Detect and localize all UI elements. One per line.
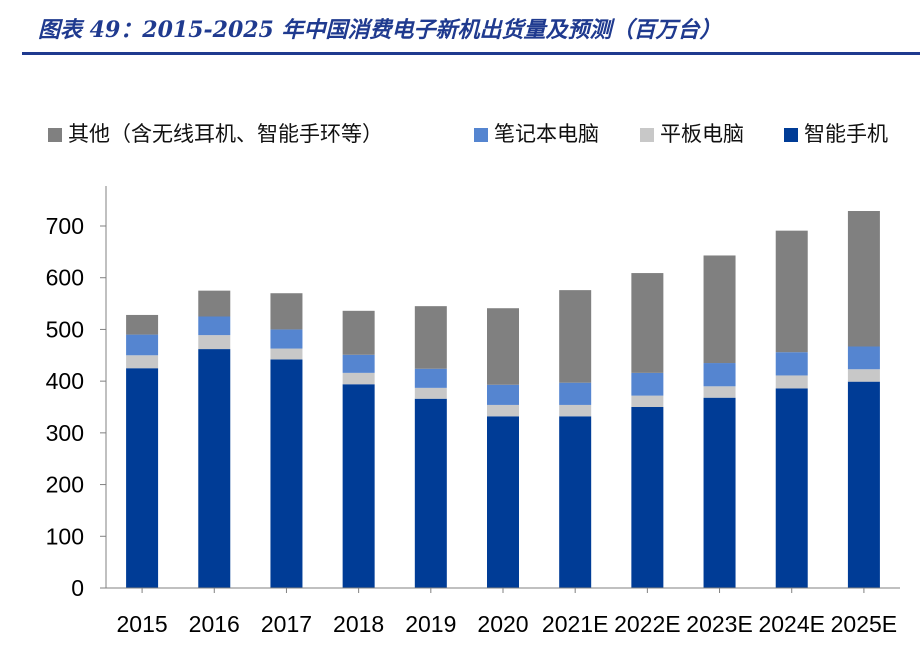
x-tick-label: 2022E xyxy=(614,611,681,637)
x-tick-label: 2017 xyxy=(261,611,312,637)
bar-segment xyxy=(414,398,447,588)
bar-segment xyxy=(198,290,231,317)
x-tick-label: 2015 xyxy=(117,611,168,637)
bar-segment xyxy=(559,404,592,417)
bar-segment xyxy=(414,306,447,369)
bar-segment xyxy=(198,316,231,336)
bar-segment xyxy=(198,349,231,588)
bar-segment xyxy=(631,273,664,373)
legend-swatch xyxy=(640,128,654,142)
bar-segment xyxy=(559,382,592,405)
bar-segment xyxy=(270,359,303,588)
bar-segment xyxy=(270,348,303,360)
bar-segment xyxy=(775,388,808,588)
bar-segment xyxy=(126,334,159,356)
bar-segment xyxy=(847,381,880,588)
x-tick-label: 2023E xyxy=(686,611,753,637)
bar-segment xyxy=(631,407,664,588)
y-tick-label: 400 xyxy=(46,368,84,394)
y-tick-label: 500 xyxy=(46,316,84,342)
x-tick-label: 2019 xyxy=(405,611,456,637)
bar-segment xyxy=(342,354,375,373)
bar-segment xyxy=(270,329,303,349)
legend-label: 平板电脑 xyxy=(660,122,744,146)
bar-segment xyxy=(126,314,159,335)
bar-segment xyxy=(847,211,880,347)
x-tick-label: 2024E xyxy=(758,611,825,637)
bar-segment xyxy=(342,384,375,588)
bars xyxy=(126,211,880,588)
bar-segment xyxy=(631,372,664,396)
bar-segment xyxy=(703,363,736,387)
figure-title: 图表 49：2015-2025 年中国消费电子新机出货量及预测（百万台） xyxy=(38,17,722,43)
bar-segment xyxy=(703,397,736,588)
bar-segment xyxy=(487,416,519,588)
bar-segment xyxy=(414,387,447,399)
bar-segment xyxy=(126,355,159,369)
legend-swatch xyxy=(48,128,62,142)
bar-segment xyxy=(559,290,592,383)
bar-segment xyxy=(414,368,447,388)
bar-segment xyxy=(342,310,375,355)
title-divider xyxy=(22,52,920,55)
legend: 其他（含无线耳机、智能手环等） 笔记本电脑 平板电脑 智能手机 xyxy=(48,122,888,146)
legend-label: 智能手机 xyxy=(804,122,888,146)
bar-segment xyxy=(487,308,519,385)
x-tick-label: 2025E xyxy=(831,611,898,637)
bar-segment xyxy=(847,346,880,370)
x-tick-label: 2020 xyxy=(477,611,528,637)
bar-segment xyxy=(270,293,303,330)
bar-segment xyxy=(631,395,664,407)
bar-segment xyxy=(703,255,736,364)
bar-segment xyxy=(775,230,808,353)
x-axis: 2015 2016 2017 2018 2019 2020 2021E 2022E 2023E 2… xyxy=(106,587,900,637)
bar-segment xyxy=(198,335,231,350)
bar-segment xyxy=(775,375,808,389)
legend-swatch xyxy=(784,128,798,142)
x-tick-label: 2018 xyxy=(333,611,384,637)
y-tick-label: 700 xyxy=(46,213,84,239)
y-tick-label: 0 xyxy=(71,575,84,601)
y-tick-label: 200 xyxy=(46,472,84,498)
bar-segment xyxy=(775,352,808,376)
legend-label: 其他（含无线耳机、智能手环等） xyxy=(68,122,383,146)
bar-segment xyxy=(559,416,592,588)
bar-segment xyxy=(487,384,519,405)
bar-segment xyxy=(847,369,880,382)
y-axis: 0 100 200 300 400 500 600 700 xyxy=(46,186,107,601)
bar-segment xyxy=(126,368,159,588)
bar-segment xyxy=(487,404,519,417)
bar-segment xyxy=(703,386,736,398)
x-tick-label: 2016 xyxy=(189,611,240,637)
legend-swatch xyxy=(474,128,488,142)
y-tick-label: 600 xyxy=(46,265,84,291)
y-tick-label: 100 xyxy=(46,523,84,549)
bar-segment xyxy=(342,372,375,385)
y-tick-label: 300 xyxy=(46,420,84,446)
x-tick-label: 2021E xyxy=(542,611,609,637)
legend-label: 笔记本电脑 xyxy=(494,122,599,146)
